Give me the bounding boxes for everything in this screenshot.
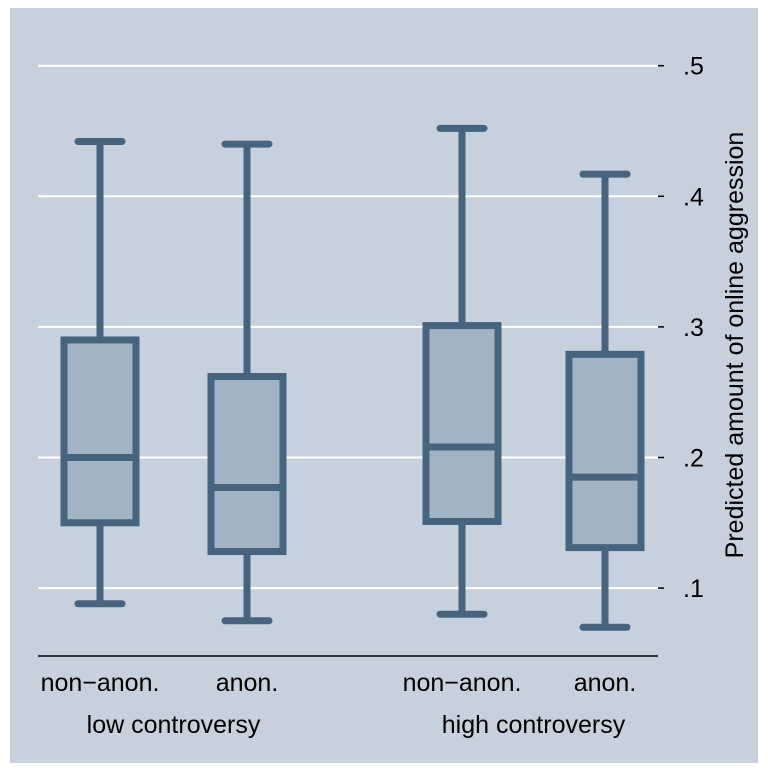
iqr-box [565, 350, 645, 552]
iqr-box [60, 336, 140, 527]
category-label: anon. [574, 669, 637, 697]
category-label: non−anon. [41, 669, 160, 697]
box-0-1 [207, 140, 287, 625]
y-tick-label: .5 [683, 53, 704, 81]
group-label: high controversy [442, 711, 626, 739]
y-axis-title: Predicted amount of online aggression [721, 132, 749, 559]
y-tick-label: .3 [683, 314, 704, 342]
iqr-box [207, 373, 287, 556]
y-tick-label: .4 [683, 183, 704, 211]
y-tick-label: .2 [683, 444, 704, 472]
iqr-box [422, 322, 502, 525]
axes [38, 64, 664, 657]
category-label: anon. [216, 669, 279, 697]
group-label: low controversy [87, 711, 261, 739]
y-tick-label: .1 [683, 575, 704, 603]
box-0-0 [60, 137, 140, 608]
box-1-1 [565, 170, 645, 631]
gridlines [38, 64, 658, 590]
labels: .1 .2 .3 .4 .5 non−anon. anon. low controversy n… [41, 53, 704, 739]
box-1-0 [422, 124, 502, 618]
category-label: non−anon. [403, 669, 522, 697]
boxes [60, 124, 645, 631]
